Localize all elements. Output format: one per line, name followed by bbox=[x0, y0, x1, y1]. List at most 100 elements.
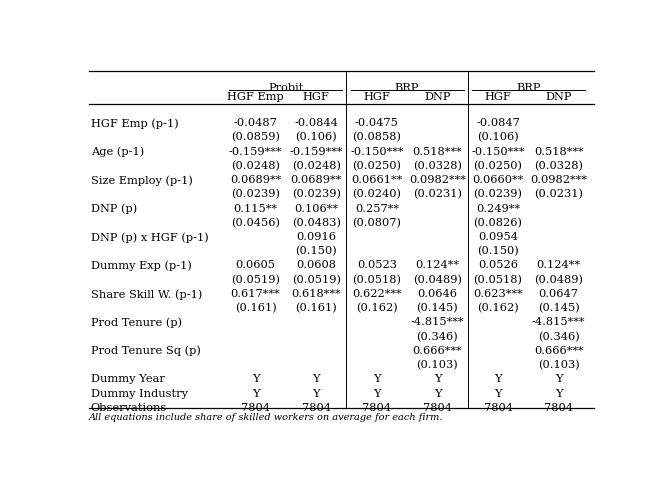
Text: Size Employ (p-1): Size Employ (p-1) bbox=[91, 175, 192, 186]
Text: 0.518***: 0.518*** bbox=[534, 147, 583, 156]
Text: 0.0605: 0.0605 bbox=[235, 261, 276, 271]
Text: (0.0328): (0.0328) bbox=[534, 161, 583, 171]
Text: Dummy Year: Dummy Year bbox=[91, 374, 164, 384]
Text: Prod Tenure Sq (p): Prod Tenure Sq (p) bbox=[91, 346, 200, 357]
Text: 0.0982***: 0.0982*** bbox=[530, 175, 587, 185]
Text: 0.0661**: 0.0661** bbox=[351, 175, 402, 185]
Text: 0.666***: 0.666*** bbox=[412, 346, 462, 356]
Text: -4.815***: -4.815*** bbox=[410, 317, 464, 327]
Text: (0.0248): (0.0248) bbox=[231, 161, 280, 171]
Text: (0.106): (0.106) bbox=[477, 132, 519, 143]
Text: Y: Y bbox=[252, 374, 259, 384]
Text: (0.0489): (0.0489) bbox=[534, 275, 583, 285]
Text: (0.0518): (0.0518) bbox=[352, 275, 401, 285]
Text: (0.0239): (0.0239) bbox=[473, 189, 522, 200]
Text: 7804: 7804 bbox=[241, 403, 270, 413]
Text: (0.106): (0.106) bbox=[295, 132, 337, 143]
Text: 0.106**: 0.106** bbox=[294, 204, 338, 214]
Text: 7804: 7804 bbox=[483, 403, 512, 413]
Text: (0.0489): (0.0489) bbox=[413, 275, 462, 285]
Text: Y: Y bbox=[555, 389, 562, 398]
Text: (0.145): (0.145) bbox=[538, 303, 579, 313]
Text: Observations: Observations bbox=[91, 403, 167, 413]
Text: -0.0475: -0.0475 bbox=[355, 118, 398, 128]
Text: Y: Y bbox=[373, 374, 381, 384]
Text: (0.0859): (0.0859) bbox=[231, 132, 280, 143]
Text: Y: Y bbox=[434, 374, 442, 384]
Text: 0.623***: 0.623*** bbox=[473, 289, 523, 299]
Text: HGF: HGF bbox=[485, 92, 511, 102]
Text: DNP (p) x HGF (p-1): DNP (p) x HGF (p-1) bbox=[91, 232, 208, 242]
Text: 0.0647: 0.0647 bbox=[538, 289, 579, 299]
Text: -0.150***: -0.150*** bbox=[471, 147, 525, 156]
Text: (0.0826): (0.0826) bbox=[473, 218, 522, 228]
Text: BRP: BRP bbox=[516, 83, 540, 93]
Text: (0.145): (0.145) bbox=[416, 303, 458, 313]
Text: All equations include share of skilled workers on average for each firm.: All equations include share of skilled w… bbox=[89, 413, 444, 422]
Text: (0.103): (0.103) bbox=[416, 360, 458, 371]
Text: (0.162): (0.162) bbox=[477, 303, 519, 313]
Text: Share Skill W. (p-1): Share Skill W. (p-1) bbox=[91, 289, 202, 300]
Text: 0.617***: 0.617*** bbox=[231, 289, 280, 299]
Text: Y: Y bbox=[494, 374, 502, 384]
Text: -0.0844: -0.0844 bbox=[294, 118, 338, 128]
Text: 0.666***: 0.666*** bbox=[534, 346, 583, 356]
Text: Y: Y bbox=[555, 374, 562, 384]
Text: 0.124**: 0.124** bbox=[536, 261, 581, 271]
Text: 0.124**: 0.124** bbox=[416, 261, 459, 271]
Text: -0.150***: -0.150*** bbox=[350, 147, 404, 156]
Text: (0.0250): (0.0250) bbox=[352, 161, 401, 171]
Text: DNP: DNP bbox=[546, 92, 572, 102]
Text: -0.0487: -0.0487 bbox=[233, 118, 277, 128]
Text: Y: Y bbox=[373, 389, 381, 398]
Text: 7804: 7804 bbox=[423, 403, 452, 413]
Text: 7804: 7804 bbox=[362, 403, 391, 413]
Text: 0.0689**: 0.0689** bbox=[290, 175, 342, 185]
Text: DNP: DNP bbox=[424, 92, 451, 102]
Text: 0.622***: 0.622*** bbox=[352, 289, 402, 299]
Text: (0.0250): (0.0250) bbox=[473, 161, 522, 171]
Text: (0.0519): (0.0519) bbox=[292, 275, 341, 285]
Text: 0.518***: 0.518*** bbox=[412, 147, 462, 156]
Text: HGF Emp: HGF Emp bbox=[227, 92, 284, 102]
Text: (0.0239): (0.0239) bbox=[292, 189, 341, 200]
Text: DNP (p): DNP (p) bbox=[91, 204, 137, 214]
Text: (0.161): (0.161) bbox=[295, 303, 337, 313]
Text: (0.161): (0.161) bbox=[235, 303, 276, 313]
Text: (0.0239): (0.0239) bbox=[231, 189, 280, 200]
Text: 0.0689**: 0.0689** bbox=[230, 175, 281, 185]
Text: 0.0523: 0.0523 bbox=[357, 261, 396, 271]
Text: (0.0483): (0.0483) bbox=[292, 218, 341, 228]
Text: Y: Y bbox=[434, 389, 442, 398]
Text: 0.257**: 0.257** bbox=[355, 204, 398, 214]
Text: (0.0231): (0.0231) bbox=[534, 189, 583, 200]
Text: (0.346): (0.346) bbox=[416, 332, 458, 342]
Text: 0.0608: 0.0608 bbox=[296, 261, 336, 271]
Text: 0.0646: 0.0646 bbox=[418, 289, 457, 299]
Text: (0.0248): (0.0248) bbox=[292, 161, 341, 171]
Text: (0.0858): (0.0858) bbox=[352, 132, 401, 143]
Text: 0.618***: 0.618*** bbox=[291, 289, 341, 299]
Text: -0.0847: -0.0847 bbox=[476, 118, 520, 128]
Text: Dummy Exp (p-1): Dummy Exp (p-1) bbox=[91, 261, 192, 271]
Text: 7804: 7804 bbox=[544, 403, 573, 413]
Text: -0.159***: -0.159*** bbox=[229, 147, 282, 156]
Text: Prod Tenure (p): Prod Tenure (p) bbox=[91, 317, 182, 328]
Text: BRP: BRP bbox=[395, 83, 419, 93]
Text: 0.115**: 0.115** bbox=[233, 204, 278, 214]
Text: (0.346): (0.346) bbox=[538, 332, 579, 342]
Text: Dummy Industry: Dummy Industry bbox=[91, 389, 188, 398]
Text: (0.150): (0.150) bbox=[295, 246, 337, 257]
Text: 0.0916: 0.0916 bbox=[296, 232, 336, 242]
Text: Y: Y bbox=[494, 389, 502, 398]
Text: (0.0240): (0.0240) bbox=[352, 189, 401, 200]
Text: Age (p-1): Age (p-1) bbox=[91, 147, 144, 157]
Text: (0.150): (0.150) bbox=[477, 246, 519, 257]
Text: (0.103): (0.103) bbox=[538, 360, 579, 371]
Text: Y: Y bbox=[252, 389, 259, 398]
Text: HGF: HGF bbox=[363, 92, 391, 102]
Text: (0.0456): (0.0456) bbox=[231, 218, 280, 228]
Text: 0.249**: 0.249** bbox=[476, 204, 520, 214]
Text: HGF Emp (p-1): HGF Emp (p-1) bbox=[91, 118, 178, 129]
Text: (0.0328): (0.0328) bbox=[413, 161, 462, 171]
